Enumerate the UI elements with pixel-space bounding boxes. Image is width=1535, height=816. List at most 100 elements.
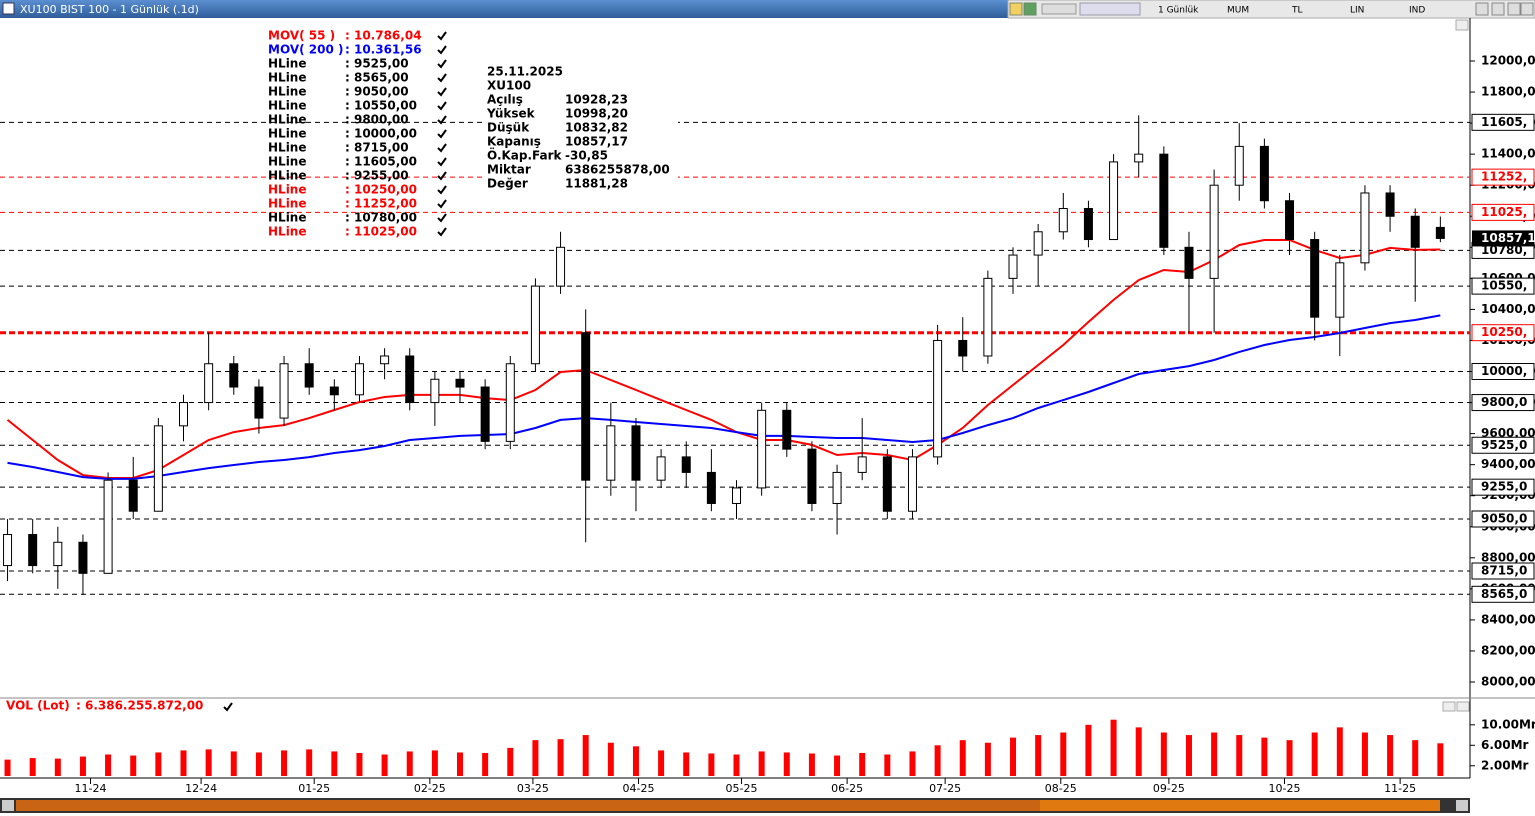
- close-button[interactable]: [1507, 2, 1521, 16]
- info-date: 25.11.2025: [487, 65, 563, 79]
- info-value: 11881,28: [565, 177, 628, 191]
- candle-body: [480, 386, 490, 442]
- panel-icon[interactable]: [1442, 701, 1456, 712]
- volume-bar: [658, 750, 665, 776]
- check-icon: [437, 73, 447, 83]
- candle-body: [1285, 200, 1295, 241]
- toolbar-label[interactable]: 1 Günlük: [1158, 6, 1199, 16]
- scroll-right[interactable]: [1456, 800, 1468, 811]
- check-icon: [437, 213, 447, 223]
- check-icon: [437, 157, 447, 167]
- volume-bar: [557, 739, 564, 776]
- check-icon: [437, 45, 447, 55]
- volume-bar: [431, 750, 438, 776]
- maximize-button[interactable]: [1491, 2, 1505, 16]
- check-icon: [437, 227, 447, 237]
- toolbar-label[interactable]: LIN: [1350, 6, 1364, 16]
- volume-bar: [306, 749, 313, 776]
- candle-body: [1184, 246, 1194, 279]
- legend-value: : 10550,00: [345, 99, 417, 113]
- info-value: 10832,82: [565, 121, 628, 135]
- volume-bar: [205, 749, 212, 776]
- scroll-left[interactable]: [2, 800, 14, 811]
- candle-body: [430, 378, 440, 404]
- check-icon: [437, 59, 447, 69]
- legend-name: HLine: [268, 225, 306, 239]
- axis-label: 9255,0: [1481, 480, 1527, 494]
- tool-icon[interactable]: [1079, 2, 1141, 16]
- volume-bar: [582, 735, 589, 776]
- candle-body: [706, 471, 716, 504]
- panel-icon[interactable]: [1456, 701, 1470, 712]
- check-icon: [437, 171, 447, 181]
- tool-icon[interactable]: [1041, 3, 1077, 15]
- candle-body: [782, 409, 792, 450]
- check-icon: [437, 185, 447, 195]
- y-tick-label: 2.00Mr: [1481, 758, 1529, 772]
- volume-bar: [1085, 724, 1092, 776]
- check-icon: [223, 702, 233, 712]
- candle-body: [1033, 231, 1043, 256]
- x-tick-label: 01-25: [298, 782, 330, 795]
- volume-bar: [54, 758, 61, 776]
- candle-body: [732, 487, 742, 504]
- moving-average-line: [7, 314, 1441, 480]
- toolbar-label[interactable]: IND: [1409, 6, 1425, 16]
- tool-icon[interactable]: [1023, 2, 1037, 16]
- legend-name: HLine: [268, 57, 306, 71]
- volume-bar: [1387, 735, 1394, 776]
- legend-name: HLine: [268, 155, 306, 169]
- legend-name: HLine: [268, 183, 306, 197]
- legend-value: : 11025,00: [345, 225, 417, 239]
- volume-bar: [808, 753, 815, 776]
- volume-bar: [29, 758, 36, 776]
- volume-bar: [884, 754, 891, 776]
- candle-body: [1385, 192, 1395, 217]
- y-tick-label: 11800,00: [1481, 85, 1535, 99]
- candle-body: [1259, 145, 1269, 202]
- check-icon: [437, 143, 447, 153]
- scrollbar-range[interactable]: [1040, 800, 1440, 811]
- volume-bar: [733, 754, 740, 776]
- minimize-button[interactable]: [1475, 2, 1489, 16]
- axis-label-box: [1471, 436, 1535, 454]
- candle-body: [1310, 239, 1320, 318]
- volume-bar: [758, 751, 765, 776]
- panel-icon[interactable]: [1455, 19, 1469, 31]
- axis-label: 9050,0: [1481, 511, 1527, 525]
- volume-bar: [180, 750, 187, 776]
- volume-bar: [457, 752, 464, 776]
- tool-icon[interactable]: [1009, 2, 1023, 16]
- info-key: Ö.Kap.Fark: [487, 148, 563, 163]
- info-symbol: XU100: [487, 79, 531, 93]
- volume-bar: [507, 747, 514, 776]
- scrollbar-thumb[interactable]: [16, 800, 1440, 811]
- volume-bar: [1437, 743, 1444, 776]
- candle-body: [254, 386, 264, 419]
- check-icon: [437, 199, 447, 209]
- close-button[interactable]: [1520, 2, 1534, 16]
- candle-body: [1109, 161, 1119, 241]
- volume-bar: [683, 752, 690, 776]
- toolbar-label[interactable]: TL: [1291, 6, 1303, 16]
- axis-label-box: [1471, 478, 1535, 496]
- check-icon: [437, 101, 447, 111]
- volume-name: VOL (Lot): [6, 699, 70, 713]
- volume-bar: [255, 752, 262, 776]
- last-price-box: [1472, 230, 1534, 247]
- candle-body: [757, 409, 767, 489]
- legend-value: : 8565,00: [345, 71, 409, 85]
- volume-bar: [1311, 732, 1318, 776]
- y-tick-label: 8800,00: [1481, 550, 1535, 564]
- toolbar-label[interactable]: MUM: [1227, 6, 1249, 16]
- volume-bar: [482, 752, 489, 776]
- close-icon[interactable]: [2, 2, 15, 15]
- legend-name: HLine: [268, 85, 306, 99]
- candle-body: [606, 425, 616, 481]
- legend-value: : 10000,00: [345, 127, 417, 141]
- legend-value: : 9525,00: [345, 57, 409, 71]
- candle-body: [204, 363, 214, 404]
- x-tick-label: 11-24: [75, 782, 107, 795]
- volume-bar: [1261, 737, 1268, 776]
- legend-value: : 9255,00: [345, 169, 409, 183]
